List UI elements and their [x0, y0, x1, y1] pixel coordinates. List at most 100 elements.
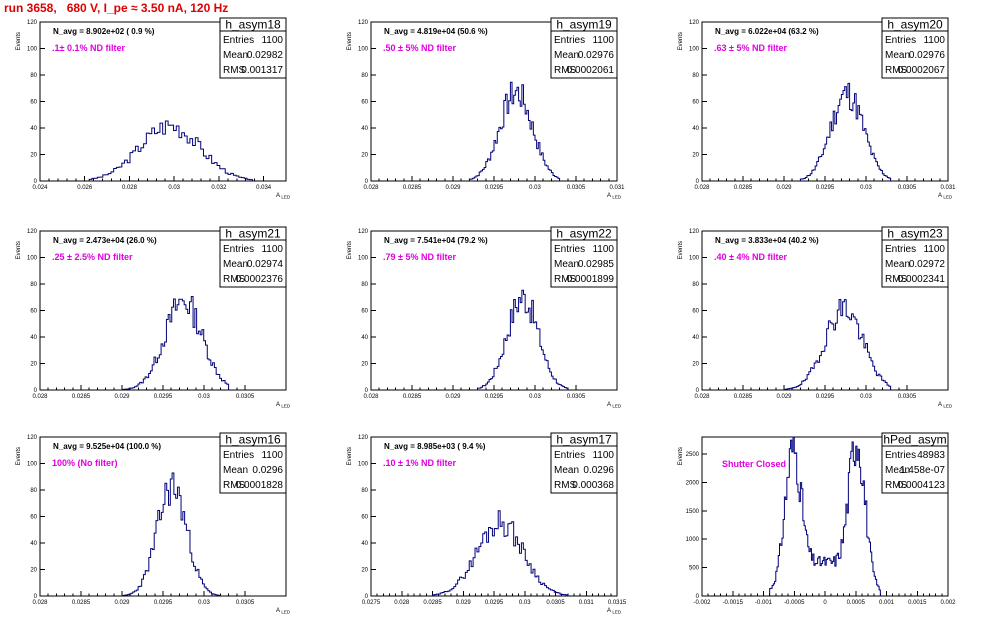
y-tick-label: 20: [30, 568, 37, 574]
x-axis-label: A LED: [607, 402, 622, 409]
y-tick-label: 100: [27, 462, 38, 468]
x-tick-label: 0.002: [940, 600, 956, 606]
panel-h_asym21: 0.028 0.0285 0.029 0.0295 0.03 0.0305 0 20 40 60 8…: [16, 226, 291, 409]
y-axis-label: Events: [347, 241, 353, 259]
rms-label: RMS: [885, 480, 908, 491]
x-tick-label: 0.001: [879, 600, 895, 606]
entries-value: 1100: [592, 244, 614, 255]
mean-label: Mean: [223, 50, 248, 61]
y-tick-label: 100: [27, 47, 38, 53]
filter-label: .79 ± 5% ND filter: [383, 252, 456, 262]
x-tick-label: 0.031: [940, 185, 956, 191]
stats-box: h_asym20 Entries 1100 Mean0.02976RMS0.00020…: [881, 17, 949, 79]
mean-value: 0.0296: [252, 465, 283, 476]
y-tick-label: 80: [692, 282, 699, 288]
x-tick-label: 0.03: [860, 185, 872, 191]
y-tick-label: 0: [696, 594, 700, 600]
y-tick-label: 80: [361, 488, 368, 494]
rms-value: 0.0002341: [898, 274, 946, 285]
panel-h_asym16: 0.028 0.0285 0.029 0.0295 0.03 0.0305 0 20 40 60 8…: [16, 432, 291, 615]
x-tick-label: 0.032: [211, 185, 227, 191]
x-tick-label: 0.0285: [734, 394, 753, 400]
y-axis-label: Events: [347, 447, 353, 465]
rms-value: 0.0002376: [236, 274, 284, 285]
mean-label: Mean: [554, 259, 579, 270]
entries-label: Entries: [223, 35, 254, 46]
stats-box: h_asym18 Entries 1100 Mean0.02982RMS0.00131…: [219, 17, 287, 79]
x-tick-label: 0.028: [694, 394, 710, 400]
histogram-series: [477, 289, 569, 390]
y-tick-label: 120: [358, 229, 369, 235]
mean-value: 0.02974: [247, 259, 284, 270]
stats-box: h_asym21 Entries 1100 Mean0.02974RMS0.00023…: [219, 226, 287, 288]
x-tick-label: 0.03: [529, 394, 541, 400]
x-tick-label: 0.0285: [734, 185, 753, 191]
rms-label: RMS: [554, 274, 577, 285]
x-tick-label: -0.0015: [723, 600, 744, 606]
x-tick-label: 0.0295: [816, 394, 835, 400]
stats-box: h_asym16 Entries 1100 Mean 0.0296 RMS0.000182…: [219, 432, 287, 494]
y-tick-label: 120: [27, 435, 38, 441]
rms-label: RMS: [223, 65, 246, 76]
entries-label: Entries: [223, 450, 254, 461]
panel-h_asym17: 0.0275 0.028 0.0285 0.029 0.0295 0.03 0.0305 0.…: [347, 432, 627, 615]
x-tick-label: 0.03: [529, 185, 541, 191]
x-tick-label: 0.0295: [154, 394, 173, 400]
y-tick-label: 80: [361, 282, 368, 288]
y-tick-label: 40: [30, 335, 37, 341]
rms-label: RMS: [554, 480, 577, 491]
entries-value: 1100: [261, 244, 283, 255]
mean-value: 0.0296: [583, 465, 614, 476]
entries-value: 1100: [261, 450, 283, 461]
mean-label: Mean: [223, 465, 248, 476]
y-tick-label: 20: [361, 362, 368, 368]
filter-label: 100% (No filter): [52, 458, 118, 468]
mean-value: 0.02976: [578, 50, 615, 61]
rms-label: RMS: [885, 274, 908, 285]
rms-value: 0.0004123: [898, 480, 946, 491]
entries-label: Entries: [885, 35, 916, 46]
histogram-series: [88, 120, 253, 181]
histogram-series: [432, 510, 569, 596]
y-tick-label: 100: [358, 462, 369, 468]
y-tick-label: 120: [358, 435, 369, 441]
entries-value: 1100: [923, 244, 945, 255]
mean-value: 1.458e-07: [900, 465, 945, 476]
x-tick-label: 0.029: [456, 600, 472, 606]
y-tick-label: 40: [361, 335, 368, 341]
y-tick-label: 20: [30, 362, 37, 368]
x-tick-label: 0.028: [32, 600, 48, 606]
y-tick-label: 100: [27, 256, 38, 262]
y-axis-label: Events: [678, 32, 684, 50]
x-tick-label: 0.0295: [485, 185, 504, 191]
histogram-series: [783, 299, 892, 390]
y-tick-label: 80: [361, 73, 368, 79]
y-tick-label: 60: [361, 309, 368, 315]
y-tick-label: 2000: [686, 480, 700, 486]
y-tick-label: 80: [692, 73, 699, 79]
page-title: run 3658, 680 V, I_pe ≈ 3.50 nA, 120 Hz: [4, 1, 229, 15]
x-tick-label: 0.024: [32, 185, 48, 191]
entries-label: Entries: [554, 244, 585, 255]
histogram-name: hPed_asym: [883, 433, 946, 447]
y-axis-label: Events: [16, 32, 22, 50]
x-tick-label: 0.029: [114, 600, 130, 606]
x-tick-label: 0.028: [363, 185, 379, 191]
y-tick-label: 60: [30, 515, 37, 521]
x-tick-label: 0.0315: [608, 600, 627, 606]
panel-hPed_asym: -0.002 -0.0015 -0.001 -0.0005 0 0.0005 0.001 0.…: [678, 432, 956, 606]
entries-value: 48983: [917, 450, 945, 461]
x-tick-label: -0.001: [755, 600, 773, 606]
navg-label: N_avg = 8.985e+03 ( 9.4 %): [384, 442, 486, 451]
entries-value: 1100: [592, 35, 614, 46]
x-axis-label: A LED: [276, 608, 291, 615]
y-tick-label: 0: [696, 179, 700, 185]
filter-label: .50 ± 5% ND filter: [383, 43, 456, 53]
x-axis-label: A LED: [938, 402, 953, 409]
stats-box: h_asym22 Entries 1100 Mean0.02985RMS0.00018…: [550, 226, 618, 288]
x-tick-label: 0.0285: [403, 185, 422, 191]
panel-h_asym19: 0.028 0.0285 0.029 0.0295 0.03 0.0305 0.031 0 20…: [347, 17, 625, 200]
entries-label: Entries: [554, 35, 585, 46]
mean-label: Mean: [885, 259, 910, 270]
